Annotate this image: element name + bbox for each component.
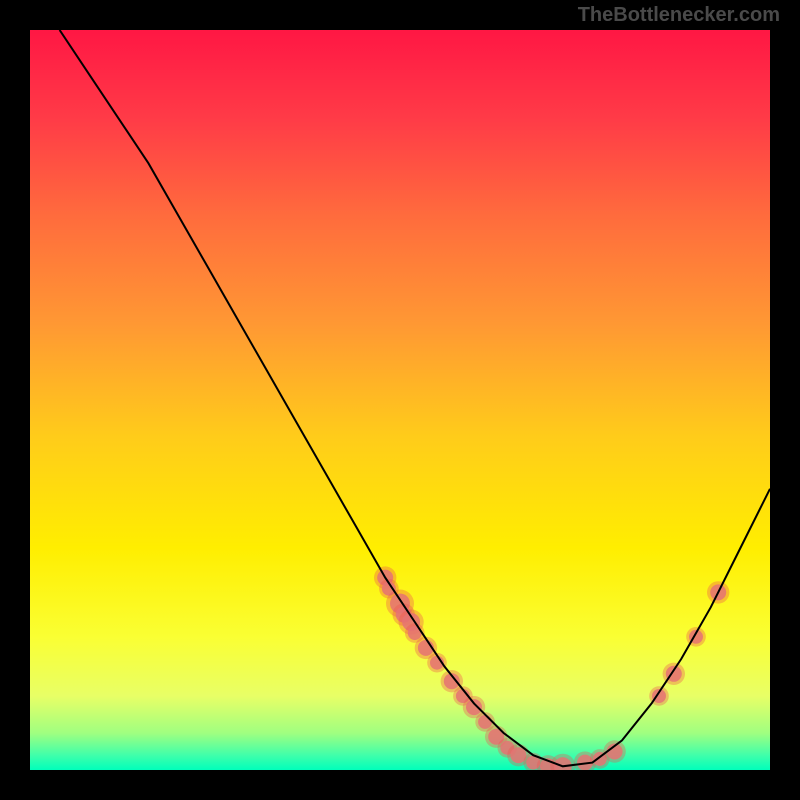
chart-container bbox=[30, 30, 770, 770]
curve-overlay bbox=[30, 30, 770, 770]
watermark-text: TheBottlenecker.com bbox=[578, 4, 780, 27]
